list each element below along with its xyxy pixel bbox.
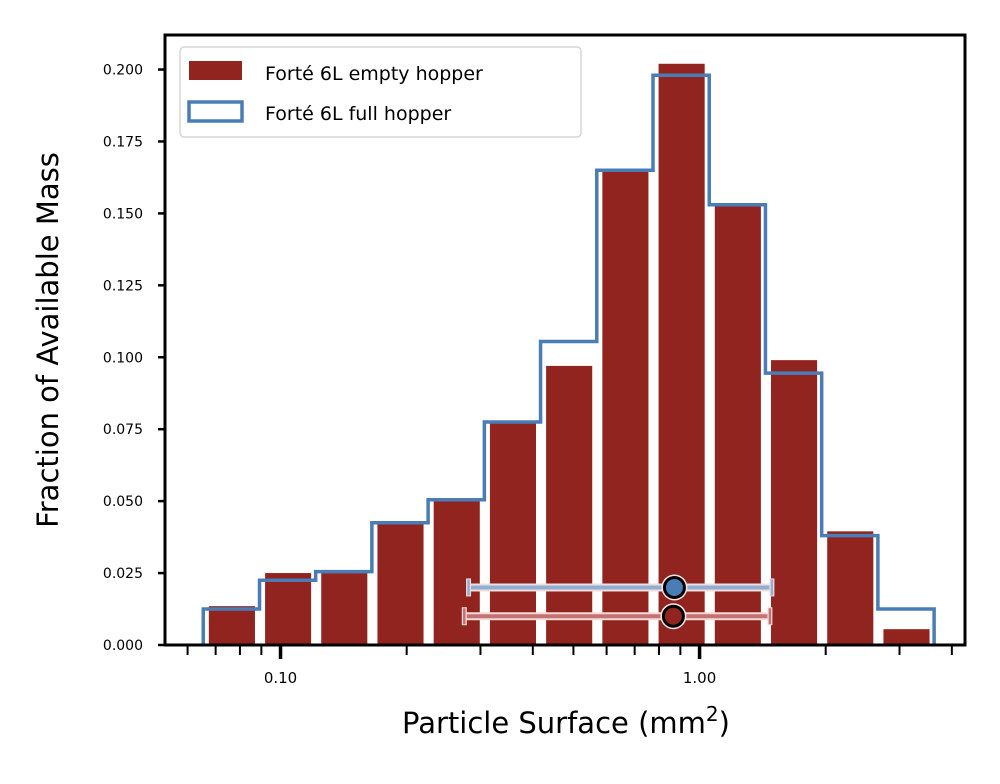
bar — [433, 501, 480, 645]
y-tick-label: 0.025 — [103, 566, 143, 582]
bar — [377, 524, 424, 645]
bar — [714, 204, 761, 645]
bar — [208, 606, 255, 645]
bar — [546, 365, 593, 645]
legend-label-empty-hopper: Forté 6L empty hopper — [265, 63, 483, 85]
summary-error-bars — [461, 574, 775, 630]
plot-frame — [163, 33, 967, 647]
y-tick-label: 0.175 — [103, 134, 143, 150]
summary-marker — [662, 575, 686, 599]
bar — [827, 531, 874, 645]
y-tick-label: 0.125 — [103, 278, 143, 294]
bar — [771, 360, 818, 645]
bar — [265, 573, 312, 645]
full-hopper-step-line — [201, 73, 936, 645]
legend-swatch-empty-hopper — [189, 61, 242, 80]
y-tick-label: 0.100 — [103, 350, 143, 366]
y-tick-label: 0.050 — [103, 494, 143, 510]
x-tick-label: 0.10 — [264, 669, 297, 687]
legend-label-full-hopper: Forté 6L full hopper — [265, 103, 451, 125]
x-tick-label: 1.00 — [683, 669, 716, 687]
y-axis-label: Fraction of Available Mass — [31, 152, 65, 528]
empty-hopper-bars — [208, 63, 930, 646]
legend: Forté 6L empty hopper Forté 6L full hopp… — [179, 46, 582, 138]
bar — [658, 63, 705, 646]
x-axis: 0.10 1.00 — [186, 645, 953, 687]
y-tick-label: 0.000 — [103, 638, 143, 654]
summary-marker — [661, 604, 685, 628]
bar — [489, 420, 537, 645]
legend-swatch-full-hopper — [187, 100, 244, 123]
bar — [321, 573, 368, 645]
y-tick-label: 0.150 — [103, 206, 143, 222]
x-axis-label: Particle Surface (mm2) — [402, 702, 730, 740]
y-tick-label: 0.200 — [103, 63, 143, 79]
step-line — [201, 73, 936, 645]
bar — [883, 629, 930, 645]
legend-box — [179, 46, 582, 138]
y-tick-label: 0.075 — [103, 422, 143, 438]
y-axis: 0.000 0.025 0.050 0.075 0.100 0.125 0.150 0.175… — [103, 63, 165, 654]
bar — [602, 170, 649, 646]
